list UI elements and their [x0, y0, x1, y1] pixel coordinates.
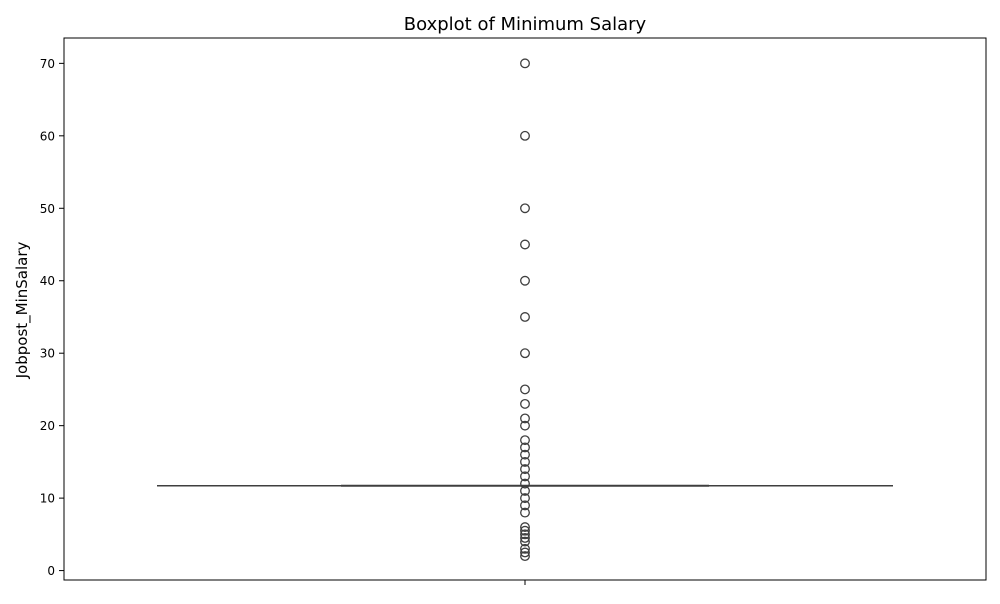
outlier-point: [520, 130, 530, 141]
y-tick-label: 30: [40, 347, 55, 361]
y-tick-label: 20: [40, 419, 55, 433]
y-axis-label: Jobpost_MinSalary: [13, 242, 32, 380]
outlier-point: [520, 543, 530, 554]
y-tick-label: 50: [40, 202, 55, 216]
outlier-point: [520, 536, 530, 547]
outlier-point: [520, 449, 530, 460]
outlier-point: [520, 547, 530, 558]
outlier-point: [520, 420, 530, 431]
outlier-point: [520, 522, 530, 533]
outlier-point: [520, 384, 530, 395]
outlier-point: [520, 239, 530, 250]
y-tick-label: 70: [40, 57, 55, 71]
outlier-point: [520, 348, 530, 359]
outlier-points: [520, 58, 530, 562]
outlier-point: [520, 398, 530, 409]
outlier-point: [520, 478, 530, 489]
outlier-point: [520, 464, 530, 475]
y-tick-label: 0: [47, 564, 55, 578]
outlier-point: [520, 312, 530, 322]
outlier-point: [520, 471, 530, 482]
outlier-point: [520, 507, 530, 518]
chart-title: Boxplot of Minimum Salary: [404, 14, 647, 35]
outlier-point: [520, 442, 530, 453]
outlier-point: [520, 525, 530, 536]
outlier-point: [520, 485, 530, 496]
outlier-point: [520, 493, 530, 504]
outlier-point: [520, 413, 530, 424]
plot-frame: [63, 37, 987, 581]
outlier-point: [520, 456, 530, 467]
y-tick-label: 40: [40, 274, 55, 288]
outlier-point: [520, 529, 530, 540]
outlier-point: [520, 533, 530, 543]
y-axis-ticks: 0 10 20 30 40 50 60 70: [40, 57, 64, 578]
outlier-point: [520, 435, 530, 446]
outlier-point: [520, 203, 530, 214]
outlier-point: [520, 58, 530, 69]
outlier-point: [520, 551, 530, 562]
y-tick-label: 60: [40, 129, 55, 143]
outlier-point: [520, 500, 530, 511]
y-tick-label: 10: [40, 492, 55, 506]
outlier-point: [520, 275, 530, 286]
